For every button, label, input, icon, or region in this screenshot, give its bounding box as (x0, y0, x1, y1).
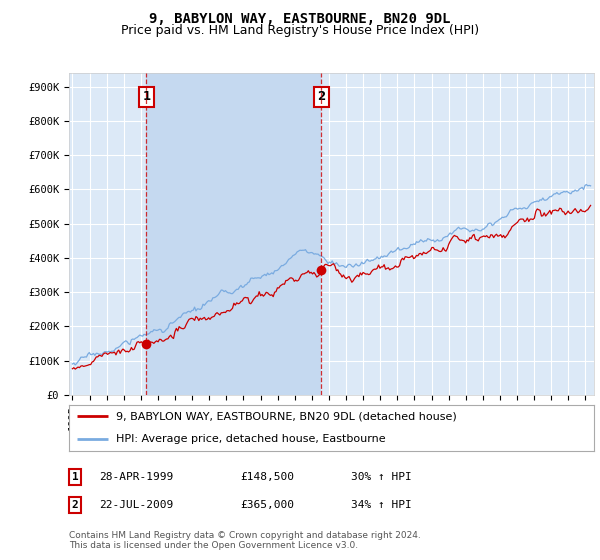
Text: 9, BABYLON WAY, EASTBOURNE, BN20 9DL (detached house): 9, BABYLON WAY, EASTBOURNE, BN20 9DL (de… (116, 412, 457, 421)
Text: £148,500: £148,500 (240, 472, 294, 482)
Text: 9, BABYLON WAY, EASTBOURNE, BN20 9DL: 9, BABYLON WAY, EASTBOURNE, BN20 9DL (149, 12, 451, 26)
Text: 2: 2 (317, 90, 325, 103)
Text: HPI: Average price, detached house, Eastbourne: HPI: Average price, detached house, East… (116, 435, 386, 444)
Text: 2: 2 (71, 500, 79, 510)
Text: Contains HM Land Registry data © Crown copyright and database right 2024.
This d: Contains HM Land Registry data © Crown c… (69, 531, 421, 550)
Text: 22-JUL-2009: 22-JUL-2009 (99, 500, 173, 510)
Text: 28-APR-1999: 28-APR-1999 (99, 472, 173, 482)
Bar (146, 73, 321, 395)
Text: 1: 1 (142, 90, 151, 103)
Text: 34% ↑ HPI: 34% ↑ HPI (351, 500, 412, 510)
Text: 30% ↑ HPI: 30% ↑ HPI (351, 472, 412, 482)
Text: £365,000: £365,000 (240, 500, 294, 510)
Text: 1: 1 (71, 472, 79, 482)
Text: Price paid vs. HM Land Registry's House Price Index (HPI): Price paid vs. HM Land Registry's House … (121, 24, 479, 36)
